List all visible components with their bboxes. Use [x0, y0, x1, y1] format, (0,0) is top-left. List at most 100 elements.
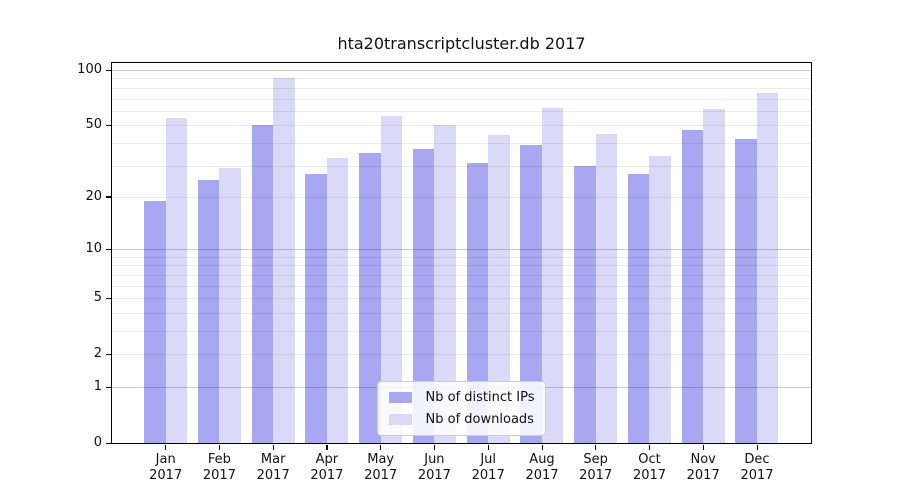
plot-area: Nb of distinct IPs Nb of downloads: [110, 61, 812, 444]
x-tick-label-feb: Feb 2017: [192, 452, 246, 484]
bar-nb-of-distinct-ips-oct: [627, 173, 650, 443]
y-tick-label: 100: [77, 62, 102, 77]
legend-item: Nb of downloads: [388, 412, 535, 427]
x-tick-label-jul: Jul 2017: [461, 452, 515, 484]
y-tick-mark: [105, 196, 111, 198]
x-tick-mark: [218, 444, 221, 450]
month-label: Sep: [583, 452, 608, 467]
minor-gridline: [112, 87, 811, 89]
y-tick-label: 5: [93, 290, 102, 306]
year-label: 2017: [579, 468, 613, 483]
bar-nb-of-distinct-ips-sep: [574, 165, 596, 443]
x-tick-mark: [649, 444, 651, 450]
bar-nb-of-distinct-ips-mar: [251, 125, 274, 443]
month-label: Dec: [744, 452, 770, 467]
chart-title: hta20transcriptcluster.db 2017: [337, 34, 586, 53]
legend-label: Nb of downloads: [425, 412, 534, 427]
x-tick-label-nov: Nov 2017: [676, 452, 730, 484]
year-label: 2017: [310, 468, 344, 483]
minor-gridline: [112, 256, 811, 258]
y-tick-mark: [105, 442, 111, 444]
bar-nb-of-distinct-ips-may: [359, 153, 381, 443]
legend-swatch-icon: [388, 414, 412, 425]
legend-item: Nb of distinct IPs: [388, 390, 535, 405]
y-tick-label: 20: [85, 188, 102, 204]
x-tick-mark: [702, 444, 704, 450]
minor-gridline: [112, 125, 811, 127]
bar-nb-of-downloads-mar: [273, 78, 295, 443]
year-label: 2017: [256, 468, 290, 483]
x-tick-mark: [433, 444, 436, 450]
bar-nb-of-distinct-ips-apr: [305, 173, 327, 443]
x-tick-label-dec: Dec 2017: [730, 452, 784, 484]
month-label: Oct: [638, 452, 661, 467]
x-tick-mark: [541, 444, 543, 450]
bar-nb-of-distinct-ips-dec: [735, 139, 757, 443]
month-label: Apr: [315, 452, 339, 467]
minor-gridline: [112, 354, 811, 356]
year-label: 2017: [686, 468, 720, 483]
bar-nb-of-downloads-dec: [756, 93, 779, 443]
y-tick-mark: [105, 297, 111, 299]
minor-gridline: [112, 78, 811, 80]
major-gridline: [112, 70, 811, 71]
x-tick-label-aug: Aug 2017: [515, 452, 569, 484]
minor-gridline: [112, 110, 811, 112]
x-tick-label-oct: Oct 2017: [623, 452, 677, 484]
year-label: 2017: [471, 468, 505, 483]
y-tick-mark: [105, 248, 111, 250]
bar-nb-of-distinct-ips-aug: [520, 144, 542, 443]
minor-gridline: [112, 274, 811, 276]
year-label: 2017: [417, 468, 451, 483]
x-tick-label-apr: Apr 2017: [300, 452, 354, 484]
x-tick-label-mar: Mar 2017: [246, 452, 300, 484]
bar-nb-of-downloads-jul: [488, 135, 510, 443]
minor-gridline: [112, 165, 811, 167]
y-tick-label: 50: [85, 117, 102, 133]
bar-nb-of-distinct-ips-feb: [197, 179, 220, 443]
month-label: Jan: [155, 452, 176, 467]
minor-gridline: [112, 285, 811, 287]
minor-gridline: [112, 142, 811, 144]
minor-gridline: [112, 196, 811, 198]
year-label: 2017: [202, 468, 236, 483]
y-tick-mark: [105, 353, 111, 355]
bar-nb-of-distinct-ips-nov: [681, 130, 704, 443]
month-label: May: [367, 452, 395, 467]
legend-label: Nb of distinct IPs: [425, 390, 535, 405]
bar-nb-of-downloads-jan: [165, 117, 188, 443]
month-label: Aug: [529, 452, 555, 467]
bar-nb-of-distinct-ips-jul: [466, 162, 489, 443]
year-label: 2017: [740, 468, 774, 483]
x-tick-label-jun: Jun 2017: [407, 452, 461, 484]
y-tick-label: 10: [85, 241, 102, 257]
month-label: Mar: [260, 452, 286, 467]
y-tick-mark: [105, 124, 111, 126]
x-tick-label-sep: Sep 2017: [569, 452, 623, 484]
x-tick-mark: [487, 444, 489, 450]
bar-nb-of-downloads-nov: [703, 109, 725, 443]
x-tick-mark: [595, 444, 597, 450]
x-tick-label-jan: Jan 2017: [139, 452, 193, 484]
bar-nb-of-downloads-apr: [326, 158, 349, 443]
month-label: Jul: [480, 452, 497, 467]
x-tick-mark: [272, 444, 274, 450]
y-tick-mark: [105, 386, 111, 388]
major-gridline: [112, 249, 811, 251]
legend-swatch-icon: [388, 392, 412, 403]
x-tick-label-may: May 2017: [354, 452, 408, 484]
minor-gridline: [112, 298, 811, 300]
y-tick-label: 0: [93, 435, 102, 450]
bar-nb-of-downloads-aug: [541, 108, 564, 443]
bar-nb-of-downloads-sep: [595, 133, 618, 443]
year-label: 2017: [149, 468, 183, 483]
x-tick-mark: [326, 444, 328, 450]
legend: Nb of distinct IPs Nb of downloads: [376, 381, 547, 436]
minor-gridline: [112, 265, 811, 267]
bar-nb-of-distinct-ips-jun: [412, 149, 435, 443]
bar-nb-of-distinct-ips-jan: [144, 200, 166, 443]
year-label: 2017: [525, 468, 559, 483]
minor-gridline: [112, 98, 811, 100]
bar-nb-of-downloads-may: [380, 116, 403, 443]
